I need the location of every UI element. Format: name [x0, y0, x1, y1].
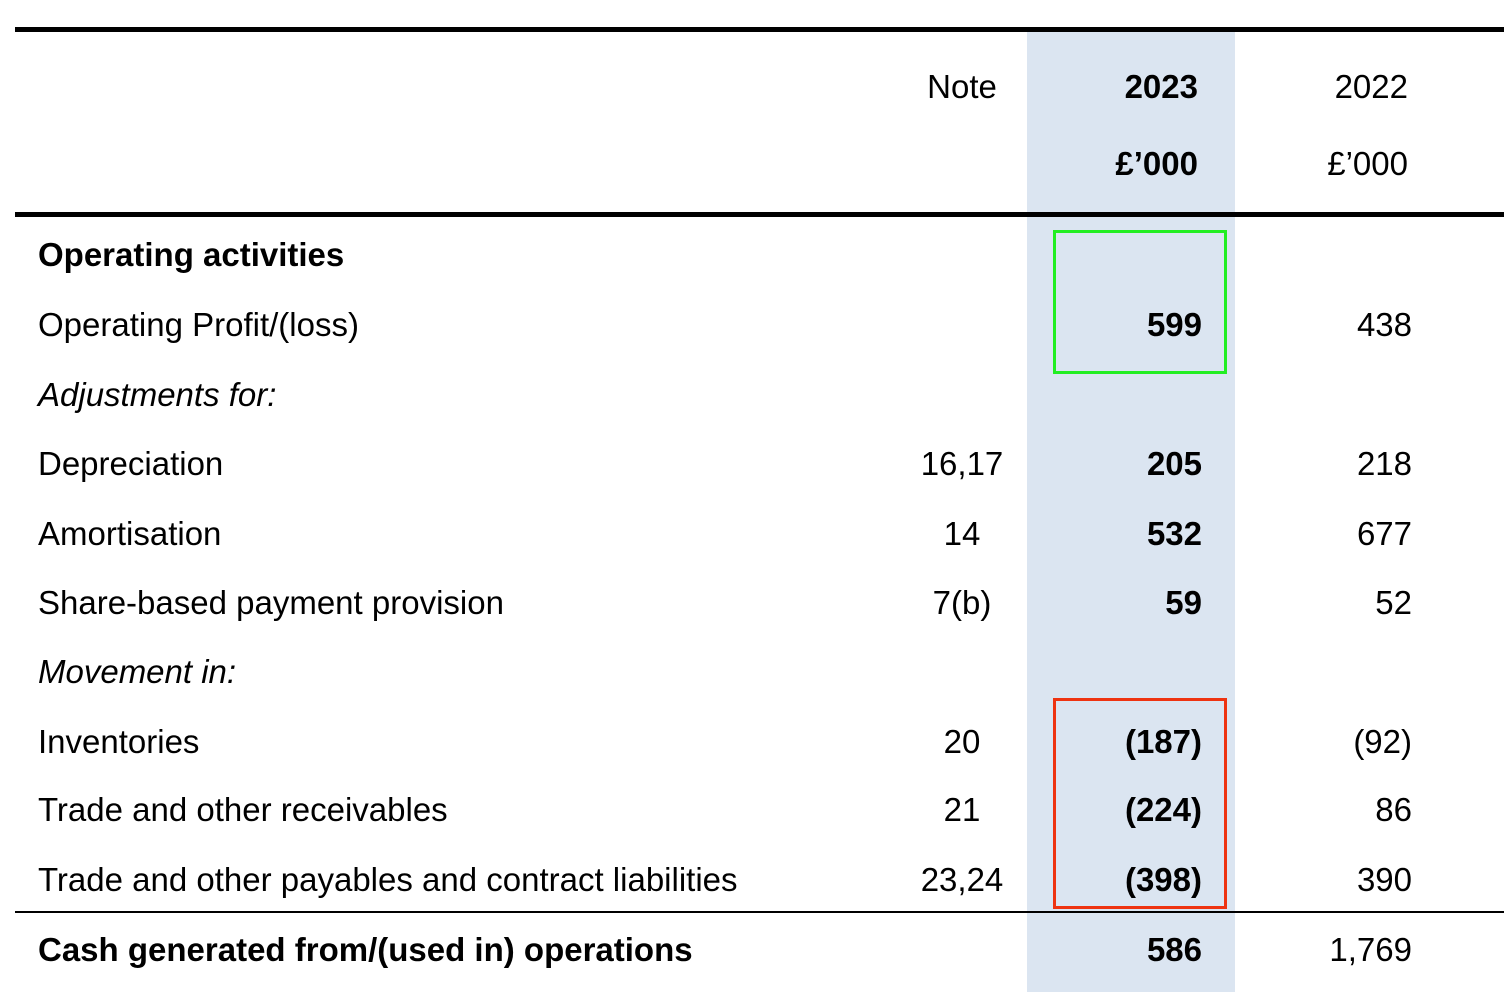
row-note: 20	[943, 723, 981, 760]
row-label: Cash generated from/(used in) operations	[38, 931, 693, 968]
row-label: Trade and other payables and contract li…	[38, 861, 738, 898]
value-prior: 438	[1356, 306, 1412, 343]
value-prior: 218	[1356, 445, 1412, 482]
row-label: Operating activities	[38, 236, 345, 273]
value-prior: (92)	[1353, 723, 1412, 760]
value-prior: 86	[1375, 791, 1412, 828]
header-rule	[15, 212, 1504, 217]
highlight-column	[1027, 30, 1235, 992]
row-label: Trade and other receivables	[38, 791, 448, 828]
value-current: 59	[1165, 584, 1202, 621]
value-current: (398)	[1124, 861, 1202, 898]
red-box	[1053, 698, 1227, 909]
value-current: 586	[1146, 931, 1202, 968]
row-label: Inventories	[38, 723, 200, 760]
value-current: 599	[1146, 306, 1202, 343]
top-rule	[15, 27, 1504, 32]
row-label: Share-based payment provision	[38, 584, 504, 621]
header-unit-prior: £’000	[1327, 145, 1408, 182]
value-current: (187)	[1124, 723, 1202, 760]
row-label: Adjustments for:	[38, 376, 277, 413]
value-prior: 1,769	[1329, 931, 1412, 968]
row-note: 16,17	[920, 445, 1004, 482]
value-prior: 390	[1356, 861, 1412, 898]
row-label: Amortisation	[38, 515, 222, 552]
header-unit-current: £’000	[1115, 145, 1198, 182]
header-year-prior: 2022	[1334, 68, 1408, 105]
value-prior: 52	[1375, 584, 1412, 621]
row-note: 23,24	[920, 861, 1004, 898]
row-label: Movement in:	[38, 653, 237, 690]
header-note: Note	[927, 68, 997, 105]
row-note: 14	[943, 515, 981, 552]
value-current: (224)	[1124, 791, 1202, 828]
value-prior: 677	[1356, 515, 1412, 552]
row-note: 21	[943, 791, 981, 828]
total-rule	[15, 911, 1504, 913]
header-year-current: 2023	[1124, 68, 1198, 105]
row-label: Operating Profit/(loss)	[38, 306, 359, 343]
green-box	[1053, 230, 1227, 374]
row-note: 7(b)	[932, 584, 992, 621]
value-current: 205	[1146, 445, 1202, 482]
value-current: 532	[1146, 515, 1202, 552]
row-label: Depreciation	[38, 445, 224, 482]
